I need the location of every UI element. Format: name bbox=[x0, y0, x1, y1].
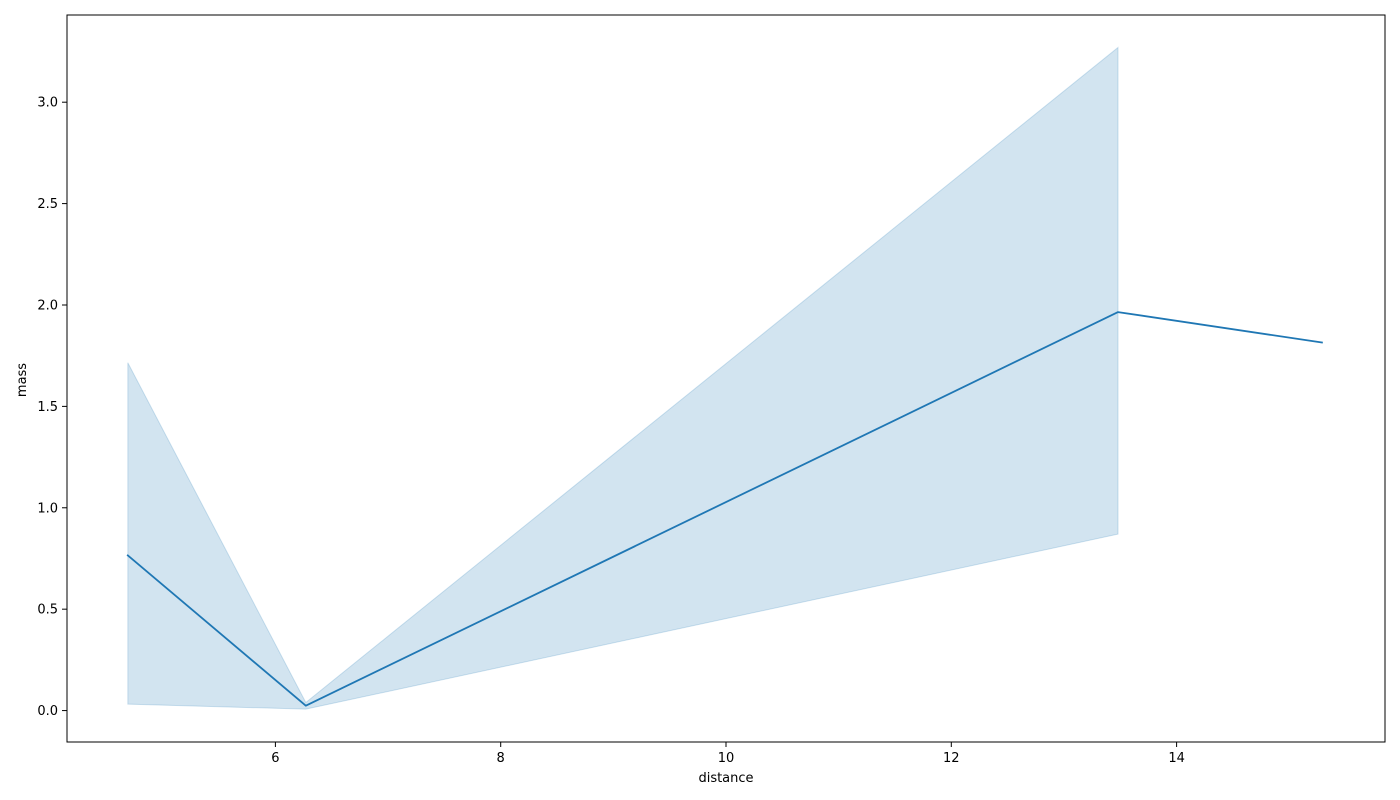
y-tick-label: 1.0 bbox=[37, 501, 58, 516]
y-axis-ticks: 0.0 0.5 1.0 1.5 2.0 2.5 3.0 bbox=[37, 96, 67, 719]
y-axis-label: mass bbox=[15, 363, 30, 397]
series-line-0 bbox=[126, 311, 1323, 707]
y-tick-label: 1.5 bbox=[37, 400, 58, 415]
x-tick-label: 14 bbox=[1168, 751, 1185, 766]
confidence-band-layer bbox=[127, 46, 1119, 710]
x-axis-label: distance bbox=[698, 771, 753, 786]
x-tick-label: 12 bbox=[943, 751, 960, 766]
y-tick-label: 2.0 bbox=[37, 298, 58, 313]
y-tick-label: 2.5 bbox=[37, 197, 58, 212]
confidence-band bbox=[127, 46, 1119, 710]
y-tick-label: 3.0 bbox=[37, 96, 58, 111]
x-tick-label: 10 bbox=[718, 751, 735, 766]
series-line-layer bbox=[126, 311, 1323, 707]
x-tick-label: 6 bbox=[271, 751, 279, 766]
x-tick-label: 8 bbox=[497, 751, 505, 766]
x-axis-ticks: 6 8 10 12 14 bbox=[271, 742, 1185, 766]
y-tick-label: 0.0 bbox=[37, 704, 58, 719]
y-tick-label: 0.5 bbox=[37, 603, 58, 618]
